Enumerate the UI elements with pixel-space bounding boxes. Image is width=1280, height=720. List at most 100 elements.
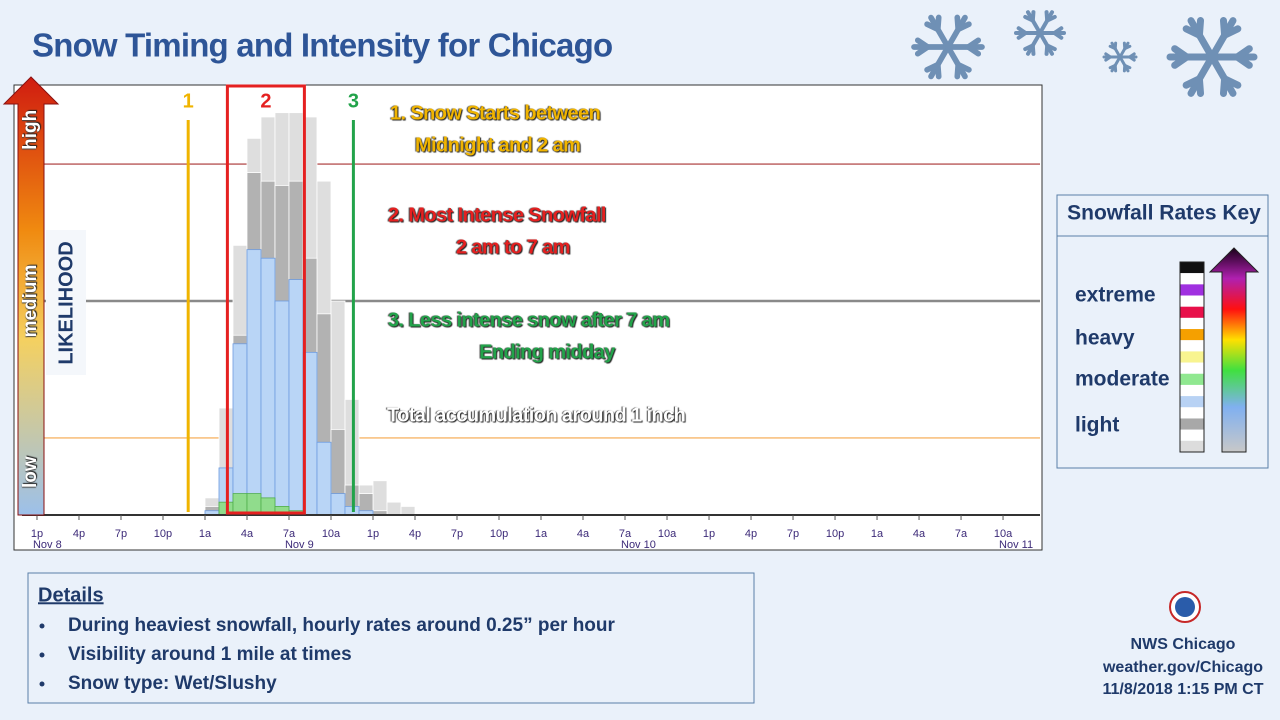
bar: [400, 506, 416, 516]
x-tick-label: 4p: [409, 528, 421, 540]
x-tick-label: 10a: [994, 528, 1013, 540]
snowflake-arm: [1187, 17, 1216, 61]
snowflake-branch: [1104, 52, 1112, 59]
key-swatch: [1180, 396, 1204, 408]
key-title: Snowfall Rates Key: [1067, 202, 1261, 225]
bar: [274, 300, 290, 516]
footer-timestamp: 11/8/2018 1:15 PM CT: [1103, 681, 1264, 698]
y-axis-label: LIKELIHOOD: [55, 241, 77, 364]
key-swatch: [1180, 418, 1204, 430]
annotation: Total accumulation around 1 inch: [387, 404, 685, 426]
x-tick-label: 1a: [871, 528, 884, 540]
snowflake-branch: [1219, 75, 1229, 97]
snowflake-branch: [914, 37, 931, 50]
key-swatch: [1180, 373, 1204, 385]
details-bullet: Snow type: Wet/Slushy: [68, 673, 277, 694]
y-tick-label: medium: [20, 265, 41, 338]
marker-label: 1: [183, 90, 194, 112]
snowflake-branch: [1195, 17, 1205, 39]
key-swatch: [1180, 262, 1204, 274]
date-label: Nov 10: [621, 539, 656, 551]
snowflake-arm: [1110, 41, 1122, 59]
y-tick-label: low: [20, 456, 41, 488]
key-arrow: [1208, 247, 1260, 453]
date-label: Nov 8: [33, 539, 62, 551]
snowflake-arm: [1038, 10, 1054, 35]
bar: [316, 441, 332, 516]
snowflake-branch: [1045, 14, 1057, 23]
likelihood-box: [46, 230, 86, 375]
key-swatch: [1180, 317, 1204, 330]
key-swatch: [1180, 340, 1204, 352]
bar: [372, 480, 388, 516]
nws-logo-inner: [1175, 597, 1195, 617]
bar: [386, 501, 402, 516]
snowflake-branch: [1044, 43, 1050, 56]
x-tick-label: 1a: [199, 528, 212, 540]
snowflake-branch: [1221, 25, 1242, 39]
key-swatch: [1180, 351, 1204, 363]
snowflake: [1102, 41, 1138, 73]
snowflake: [1014, 10, 1066, 56]
key-swatch-frame: [1179, 261, 1205, 453]
date-label: Nov 9: [285, 539, 314, 551]
key-label: heavy: [1075, 327, 1135, 350]
snowflake-arm: [945, 44, 968, 80]
snowflake-arm: [928, 44, 951, 80]
snowflake-arm: [928, 14, 951, 50]
annotation: 3. Less intense snow after 7 am: [388, 309, 670, 331]
snowflake-branch: [934, 14, 942, 33]
bar: [232, 343, 248, 516]
key-swatch: [1180, 429, 1204, 441]
key-swatch: [1180, 384, 1204, 397]
bullet: [39, 681, 45, 687]
x-tick-label: 10p: [154, 528, 172, 540]
annotation: 1. Snow Starts between: [390, 102, 600, 124]
key-swatch: [1180, 362, 1204, 374]
snowflake-arm: [945, 14, 968, 50]
marker-label: 2: [260, 90, 271, 112]
snowflake-arm: [1187, 53, 1216, 97]
snowflake-arm: [1208, 53, 1237, 97]
snowflake-arm: [1118, 55, 1130, 73]
snowflake-branch: [1233, 53, 1253, 69]
x-tick-label: 7a: [955, 528, 968, 540]
key-swatch: [1180, 284, 1204, 296]
key-swatches: [1179, 261, 1205, 453]
footer-site: weather.gov/Chicago: [1102, 659, 1263, 676]
x-tick-label: 4a: [577, 528, 590, 540]
annotation: Ending midday: [479, 341, 616, 363]
plot: 1p 4p 7p 10p 1a 4a 7a 10a 1p 4p 7p 10p 1a 4a 7a 10a 1p 4p…: [22, 84, 1040, 551]
snowflake: [911, 14, 985, 80]
key-swatch: [1180, 273, 1204, 285]
details-box: [27, 572, 755, 704]
snowflake-branch: [965, 44, 982, 57]
snowflake-branch: [1023, 43, 1035, 52]
bar: [330, 493, 346, 516]
chart-frame: [13, 84, 1043, 551]
x-tick-label: 4p: [745, 528, 757, 540]
details-bullet: During heaviest snowfall, hourly rates a…: [68, 615, 616, 636]
snowflake-branch: [1052, 31, 1064, 40]
bullet: [39, 652, 45, 658]
key-swatch: [1180, 329, 1204, 341]
annotation: Midnight and 2 am: [415, 134, 580, 156]
x-tick-label: 1p: [31, 528, 43, 540]
key-swatch: [1180, 440, 1204, 452]
marker-label: 3: [348, 90, 359, 112]
bar: [288, 279, 304, 516]
title: Snow Timing and Intensity for Chicago: [32, 27, 612, 64]
x-tick-label: 7a: [619, 528, 632, 540]
x-tick-label: 1a: [535, 528, 548, 540]
x-tick-label: 7p: [787, 528, 799, 540]
key-swatch: [1180, 295, 1204, 307]
snowflake-arm: [1118, 41, 1130, 59]
snowflake-arm: [1026, 31, 1042, 56]
snowflake-arm: [1038, 31, 1054, 56]
likelihood-arrow: [2, 76, 60, 516]
snowflake-branch: [955, 21, 972, 33]
x-tick-label: 7p: [115, 528, 127, 540]
key-label: extreme: [1075, 284, 1156, 307]
bar: [246, 249, 262, 516]
